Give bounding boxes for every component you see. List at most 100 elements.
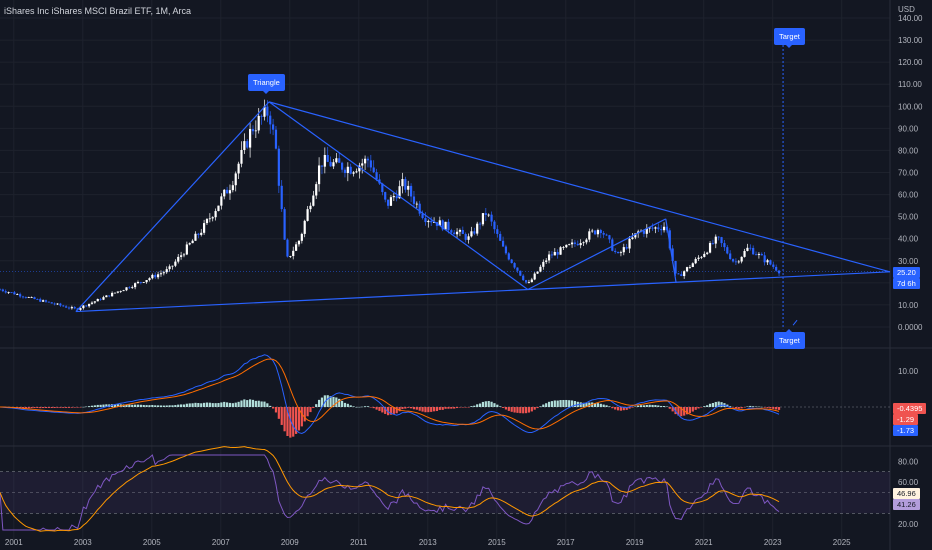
candle-body [585, 239, 588, 243]
candle-body [211, 217, 214, 219]
candle-body [619, 252, 623, 254]
macd-line-tag: -1.73 [893, 425, 919, 436]
macd-hist-bar [165, 405, 168, 407]
macd-hist-bar [349, 405, 352, 407]
macd-hist-bar [432, 407, 436, 412]
macd-scale-label: 10.00 [898, 367, 919, 376]
candle-body [685, 267, 689, 272]
macd-hist-bar [496, 404, 499, 407]
candle-body [283, 209, 286, 240]
macd-hist-bar [297, 407, 301, 431]
triangle-annotation[interactable]: Triangle [248, 74, 285, 94]
candle-body [507, 253, 510, 260]
candle-body [303, 220, 306, 234]
macd-hist-bar [614, 407, 617, 410]
macd-hist-bar [47, 407, 50, 408]
macd-hist-bar [444, 407, 447, 409]
candle-body [65, 306, 68, 308]
candle-body [648, 227, 651, 229]
macd-hist-bar [214, 403, 217, 407]
macd-hist-bar [185, 403, 188, 407]
candle-body [73, 307, 76, 309]
candle-body [372, 167, 375, 173]
candle-body [56, 303, 59, 305]
macd-hist-bar [481, 401, 485, 407]
candle-body [145, 280, 148, 283]
macd-hist-bar [352, 406, 355, 407]
candle-body [522, 275, 525, 281]
candle-body [674, 260, 677, 274]
candle-body [634, 233, 637, 238]
countdown-tag: 7d 6h [893, 278, 920, 289]
candle-body [700, 256, 703, 258]
macd-hist-bar [519, 407, 522, 414]
macd-hist-bar [260, 401, 263, 407]
macd-hist-bar [499, 406, 502, 407]
macd-hist-bar [455, 407, 459, 409]
candle-body [677, 273, 680, 275]
macd-hist-bar [159, 405, 163, 407]
candle-body [24, 297, 27, 298]
target-top-annotation[interactable]: Target [774, 28, 805, 48]
macd-hist-bar [660, 405, 663, 407]
candle-body [432, 222, 436, 223]
candle-body [777, 270, 781, 274]
candle-body [447, 221, 450, 231]
time-tick-label: 2007 [212, 538, 230, 547]
price-tick-label: 40.00 [898, 235, 919, 244]
candle-body [254, 130, 257, 132]
macd-hist-bar [340, 400, 344, 407]
macd-hist-bar [211, 403, 214, 407]
candle-body [39, 299, 42, 302]
macd-hist-bar [545, 403, 548, 407]
candle-body [271, 124, 275, 130]
macd-hist-bar [24, 407, 27, 409]
price-tick-label: 70.00 [898, 169, 919, 178]
macd-hist-bar [286, 407, 289, 437]
candle-body [404, 179, 407, 190]
macd-hist-bar [205, 402, 209, 407]
time-tick-label: 2005 [143, 538, 161, 547]
rsi-scale-label: 80.00 [898, 457, 919, 466]
macd-hist-bar [547, 401, 551, 407]
macd-hist-bar [309, 407, 312, 413]
macd-hist-bar [174, 405, 177, 407]
candle-body [490, 214, 493, 222]
candle-body [545, 260, 548, 262]
candle-body [657, 227, 660, 230]
macd-hist-bar [766, 407, 769, 408]
macd-hist-bar [358, 406, 361, 408]
candle-body [723, 243, 726, 248]
macd-hist-bar [461, 407, 464, 408]
macd-hist-bar [237, 401, 240, 407]
macd-hist-bar [220, 402, 223, 407]
target-bottom-annotation[interactable]: Target [774, 329, 805, 349]
candle-body [504, 246, 508, 254]
candle-body [59, 303, 62, 306]
candle-body [688, 266, 692, 268]
drawings [75, 29, 891, 330]
time-tick-label: 2001 [5, 538, 23, 547]
macd-hist-bar [671, 407, 674, 412]
candle-body [625, 247, 628, 249]
candle-body [478, 223, 482, 225]
candle-body [185, 244, 188, 255]
macd-hist-bar [651, 404, 654, 407]
macd-hist-bar [203, 402, 206, 407]
macd-hist-bar [530, 407, 533, 412]
macd-hist-bar [346, 403, 349, 407]
macd-hist-bar [136, 404, 140, 407]
price-tick-label: 80.00 [898, 146, 919, 155]
macd-hist-bar [654, 405, 657, 407]
candle-body [234, 173, 237, 186]
macd-hist-bar [533, 407, 536, 410]
grid [0, 0, 890, 540]
macd-hist-bar [680, 407, 683, 417]
candle-body [441, 220, 444, 230]
candle-body [720, 237, 723, 244]
macd-hist-bar [188, 403, 191, 407]
candle-body [418, 203, 421, 214]
signal-line [0, 358, 780, 430]
time-tick-label: 2009 [281, 538, 299, 547]
